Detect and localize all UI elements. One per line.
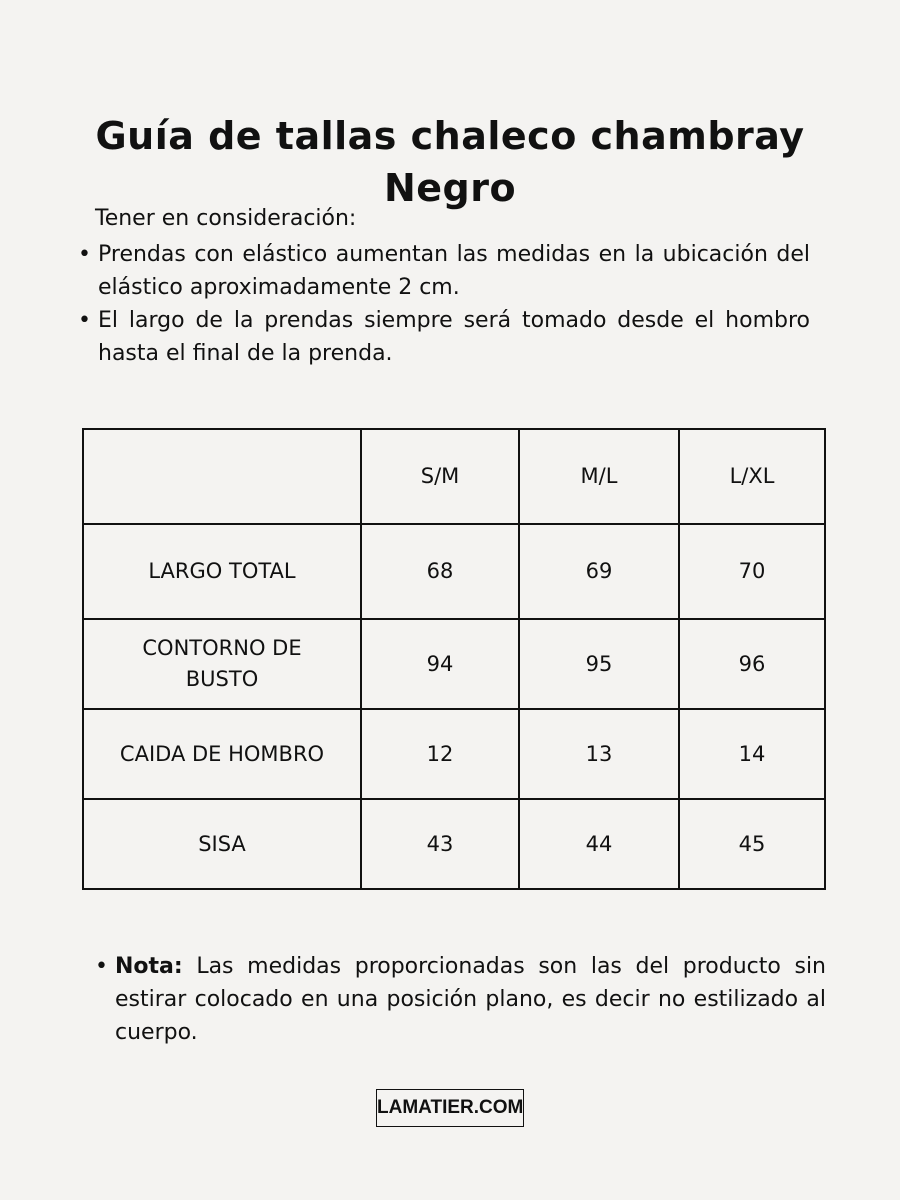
table-row: CONTORNO DE BUSTO 94 95 96 <box>82 618 826 710</box>
cell: 96 <box>678 618 826 710</box>
cell: 45 <box>678 798 826 890</box>
note: Nota: Las medidas proporcionadas son las… <box>95 950 826 1049</box>
note-text: Las medidas proporcionadas son las del p… <box>115 954 826 1045</box>
cell: 14 <box>678 708 826 800</box>
table-row: SISA 43 44 45 <box>82 798 826 890</box>
cell: CAIDA DE HOMBRO <box>82 708 362 800</box>
page-title: Guía de tallas chaleco chambray Negro <box>0 110 900 214</box>
header-cell: M/L <box>518 428 680 525</box>
intro-text: Tener en consideración: <box>95 206 357 231</box>
header-cell <box>82 428 362 525</box>
cell: LARGO TOTAL <box>82 523 362 620</box>
cell: 13 <box>518 708 680 800</box>
table-header-row: S/M M/L L/XL <box>82 428 826 525</box>
cell: 68 <box>360 523 520 620</box>
cell: 69 <box>518 523 680 620</box>
cell: 43 <box>360 798 520 890</box>
considerations-list: Prendas con elástico aumentan las medida… <box>78 238 810 370</box>
cell: CONTORNO DE BUSTO <box>82 618 362 710</box>
title-line-1: Guía de tallas chaleco chambray <box>95 114 805 158</box>
brand-logo: LAMATIER.COM <box>376 1089 524 1127</box>
cell: 95 <box>518 618 680 710</box>
table-row: LARGO TOTAL 68 69 70 <box>82 523 826 620</box>
list-item: Prendas con elástico aumentan las medida… <box>78 238 810 304</box>
header-cell: L/XL <box>678 428 826 525</box>
title-line-2: Negro <box>383 166 517 210</box>
header-cell: S/M <box>360 428 520 525</box>
cell: 70 <box>678 523 826 620</box>
list-item: El largo de la prendas siempre será toma… <box>78 304 810 370</box>
cell: 12 <box>360 708 520 800</box>
note-item: Nota: Las medidas proporcionadas son las… <box>95 950 826 1049</box>
cell: 44 <box>518 798 680 890</box>
cell: 94 <box>360 618 520 710</box>
cell: SISA <box>82 798 362 890</box>
note-label: Nota: <box>115 954 183 979</box>
size-table: S/M M/L L/XL LARGO TOTAL 68 69 70 CONTORNO … <box>82 428 826 890</box>
table-row: CAIDA DE HOMBRO 12 13 14 <box>82 708 826 800</box>
